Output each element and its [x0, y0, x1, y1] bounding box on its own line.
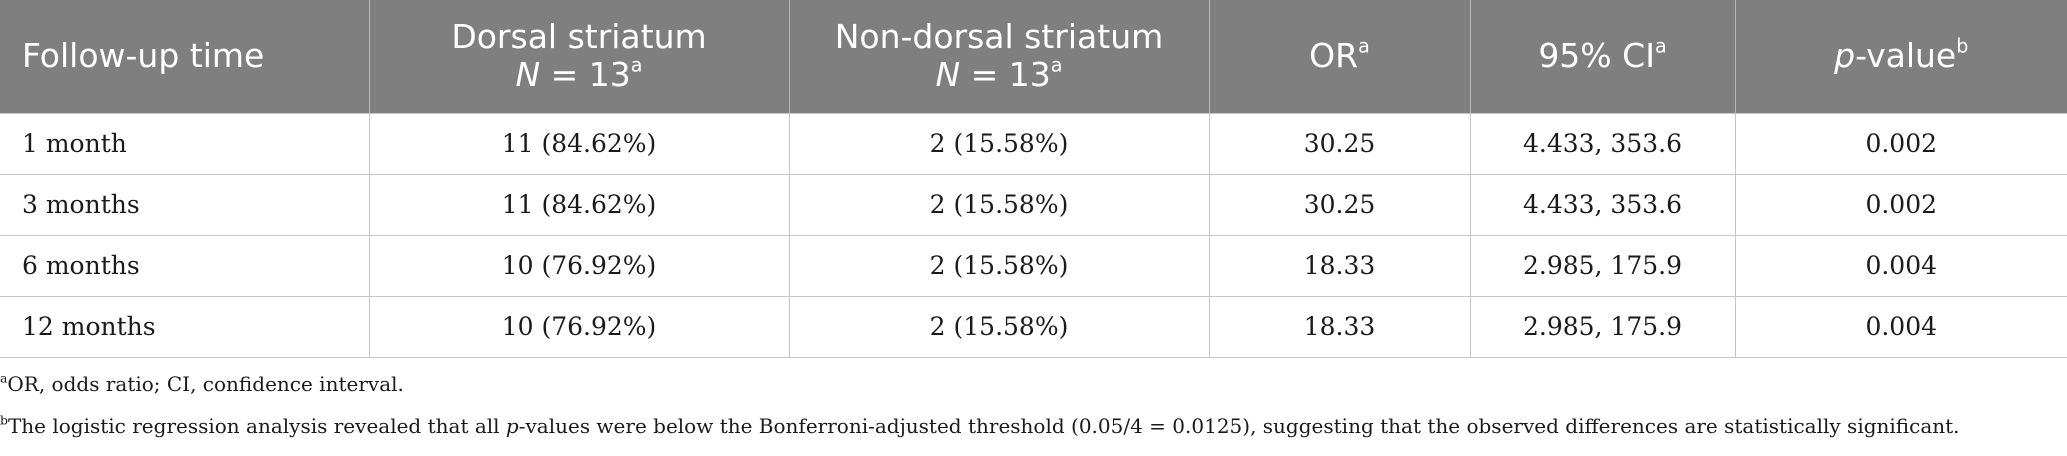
- cell-odds-ratio: 18.33: [1209, 296, 1471, 358]
- header-non-dorsal-n-footnote-mark: a: [1050, 53, 1063, 77]
- header-dorsal-striatum: Dorsal striatum N = 13a: [369, 0, 790, 113]
- footnote-a: aOR, odds ratio; CI, confidence interval…: [0, 372, 2067, 396]
- cell-follow-up-time: 3 months: [0, 174, 370, 236]
- cell-odds-ratio: 30.25: [1209, 174, 1471, 236]
- header-ci-footnote-mark: a: [1654, 34, 1667, 58]
- cell-non-dorsal-striatum: 2 (15.58%): [789, 296, 1210, 358]
- header-p-footnote-mark: b: [1956, 34, 1969, 58]
- cell-dorsal-striatum: 11 (84.62%): [369, 174, 790, 236]
- table-header-row: Follow-up time Dorsal striatum N = 13a N…: [0, 0, 2067, 113]
- cell-confidence-interval: 2.985, 175.9: [1470, 235, 1736, 297]
- table-footnotes: aOR, odds ratio; CI, confidence interval…: [0, 372, 2067, 456]
- footnote-b-text-part2: -values were below the Bonferroni-adjust…: [518, 414, 1960, 438]
- cell-confidence-interval: 4.433, 353.6: [1470, 174, 1736, 236]
- header-non-dorsal-label: Non-dorsal striatum: [834, 17, 1164, 57]
- table-row: 3 months 11 (84.62%) 2 (15.58%) 30.25 4.…: [0, 174, 2067, 236]
- header-p-value: p-valueb: [1735, 0, 2067, 113]
- cell-p-value: 0.004: [1735, 296, 2067, 358]
- cell-non-dorsal-striatum: 2 (15.58%): [789, 112, 1210, 175]
- cell-p-value: 0.002: [1735, 112, 2067, 175]
- header-dorsal-n-footnote-mark: a: [630, 53, 643, 77]
- footnote-b-p-italic: p: [505, 414, 519, 438]
- header-odds-ratio: ORa: [1209, 0, 1471, 113]
- cell-confidence-interval: 4.433, 353.6: [1470, 112, 1736, 175]
- cell-odds-ratio: 18.33: [1209, 235, 1471, 297]
- cell-follow-up-time: 6 months: [0, 235, 370, 297]
- header-follow-up-label: Follow-up time: [22, 36, 265, 76]
- cell-dorsal-striatum: 10 (76.92%): [369, 235, 790, 297]
- footnote-b-text-part1: The logistic regression analysis reveale…: [7, 414, 506, 438]
- header-confidence-interval: 95% CIa: [1470, 0, 1736, 113]
- results-table-container: Follow-up time Dorsal striatum N = 13a N…: [0, 0, 2067, 358]
- footnote-a-text: OR, odds ratio; CI, confidence interval.: [7, 372, 404, 396]
- cell-follow-up-time: 1 month: [0, 112, 370, 175]
- cell-non-dorsal-striatum: 2 (15.58%): [789, 235, 1210, 297]
- header-non-dorsal-n-label: N: [935, 55, 961, 95]
- cell-dorsal-striatum: 11 (84.62%): [369, 112, 790, 175]
- table-row: 12 months 10 (76.92%) 2 (15.58%) 18.33 2…: [0, 296, 2067, 358]
- header-ci-label: 95% CI: [1538, 36, 1655, 76]
- footnote-a-mark: a: [0, 370, 8, 386]
- header-non-dorsal-n-value: = 13: [960, 55, 1051, 95]
- cell-dorsal-striatum: 10 (76.92%): [369, 296, 790, 358]
- table-row: 6 months 10 (76.92%) 2 (15.58%) 18.33 2.…: [0, 235, 2067, 297]
- cell-odds-ratio: 30.25: [1209, 112, 1471, 175]
- cell-p-value: 0.004: [1735, 235, 2067, 297]
- header-p-rest: -value: [1855, 36, 1957, 76]
- header-p-italic: p: [1834, 36, 1856, 76]
- table-row: 1 month 11 (84.62%) 2 (15.58%) 30.25 4.4…: [0, 112, 2067, 175]
- results-table: Follow-up time Dorsal striatum N = 13a N…: [0, 0, 2067, 358]
- header-or-footnote-mark: a: [1358, 34, 1370, 58]
- cell-non-dorsal-striatum: 2 (15.58%): [789, 174, 1210, 236]
- header-follow-up-time: Follow-up time: [0, 0, 370, 113]
- header-non-dorsal-striatum: Non-dorsal striatum N = 13a: [789, 0, 1210, 113]
- cell-follow-up-time: 12 months: [0, 296, 370, 358]
- header-dorsal-n-value: = 13: [540, 55, 631, 95]
- footnote-b: bThe logistic regression analysis reveal…: [0, 414, 2067, 438]
- header-or-label: OR: [1309, 36, 1359, 76]
- cell-confidence-interval: 2.985, 175.9: [1470, 296, 1736, 358]
- cell-p-value: 0.002: [1735, 174, 2067, 236]
- footnote-b-mark: b: [0, 412, 8, 428]
- header-dorsal-n-label: N: [515, 55, 541, 95]
- header-dorsal-label: Dorsal striatum: [451, 17, 707, 57]
